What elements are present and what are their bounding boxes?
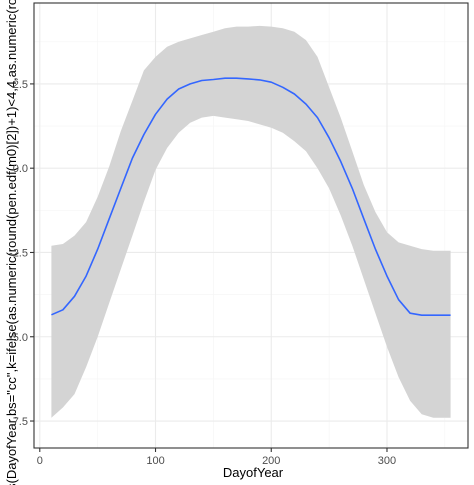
x-tick-label: 0: [37, 455, 43, 467]
y-tick-label: -7.5: [9, 416, 28, 428]
panel-border: [33, 2, 469, 449]
confidence-band: [51, 25, 451, 418]
fit-line: [51, 77, 451, 317]
y-axis-title: s(DayofYear,bs="cc",k=ifelse(as.numeric(…: [4, 0, 19, 485]
plot-panel: [33, 2, 469, 449]
x-axis-title: DayofYear: [223, 465, 284, 480]
x-tick-label: 100: [146, 455, 164, 467]
y-tick-label: -5.0: [9, 332, 28, 344]
y-tick-label: 0.0: [13, 163, 28, 175]
x-tick-label: 200: [262, 455, 280, 467]
y-tick-label: -2.5: [9, 247, 28, 259]
y-tick-label: 2.5: [13, 79, 28, 91]
x-tick-label: 300: [378, 455, 396, 467]
